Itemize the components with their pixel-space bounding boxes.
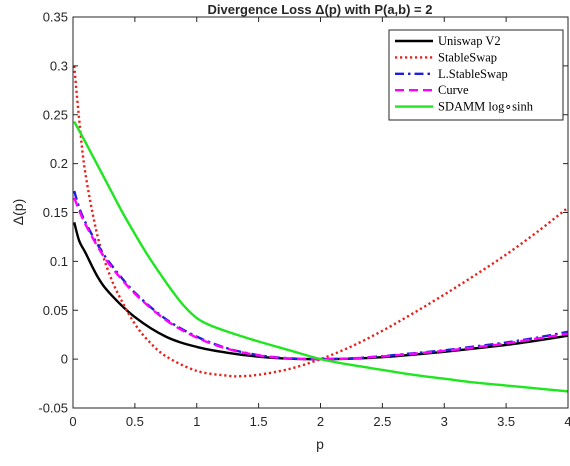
x-tick-label: 0 — [69, 414, 76, 429]
legend-entry-2: StableSwap — [438, 50, 497, 64]
y-tick-label: 0.3 — [50, 58, 68, 73]
legend-entry-5: SDAMM log∘sinh — [438, 100, 534, 114]
y-tick-label: 0 — [61, 352, 68, 367]
series-layer — [73, 65, 569, 393]
y-tick-label: 0.2 — [50, 156, 68, 171]
x-tick-label: 1 — [193, 414, 200, 429]
x-tick-label: 3 — [441, 414, 448, 429]
series-line-4 — [73, 197, 569, 361]
x-tick-label: 3.5 — [497, 414, 515, 429]
y-tick-label: 0.05 — [43, 303, 68, 318]
x-tick-label: 2 — [317, 414, 324, 429]
ticks-layer: 0 0.5 1 1.5 2 2.5 3 3.5 4-0.0500.050.10.150.20.2… — [38, 10, 570, 430]
y-tick-label: -0.05 — [38, 401, 68, 416]
y-axis-label: Δ(p) — [10, 199, 26, 225]
chart-title: Divergence Loss Δ(p) with P(a,b) = 2 — [208, 2, 433, 17]
x-axis-label: p — [316, 436, 324, 452]
series-line-5 — [73, 121, 569, 393]
y-tick-label: 0.35 — [43, 10, 68, 25]
legend-entry-4: Curve — [438, 83, 469, 97]
x-tick-label: 1.5 — [250, 414, 268, 429]
legend: Uniswap V2 StableSwap L.StableSwap Curve SDA… — [388, 29, 564, 121]
legend-entry-1: Uniswap V2 — [438, 34, 501, 48]
series-line-1 — [73, 221, 569, 361]
x-tick-label: 4 — [564, 414, 570, 429]
series-line-3 — [73, 190, 569, 361]
x-tick-label: 2.5 — [373, 414, 391, 429]
legend-entry-3: L.StableSwap — [438, 67, 508, 81]
y-tick-label: 0.25 — [43, 107, 68, 122]
x-tick-label: 0.5 — [126, 414, 144, 429]
y-tick-label: 0.15 — [43, 205, 68, 220]
y-tick-label: 0.1 — [50, 254, 68, 269]
series-line-2 — [73, 65, 569, 378]
